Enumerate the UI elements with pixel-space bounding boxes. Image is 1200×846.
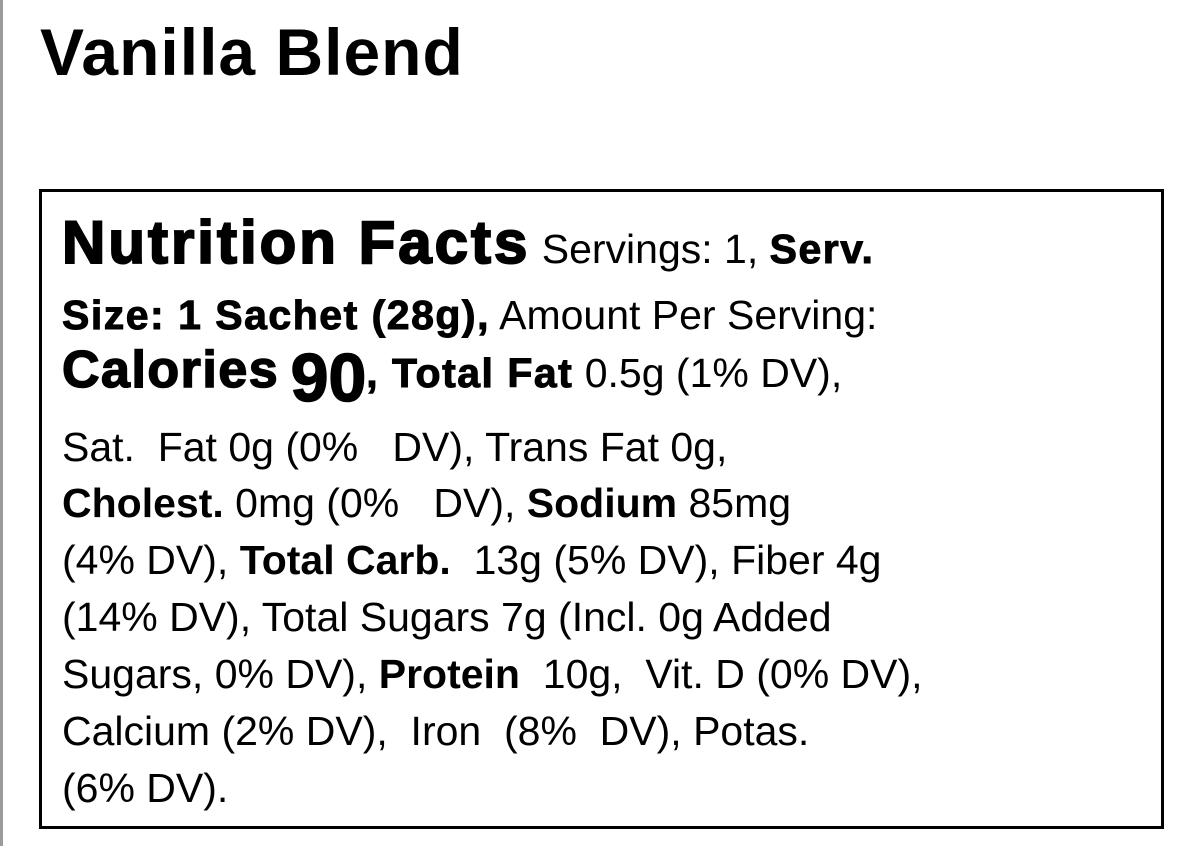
label-text: (6% DV). (62, 765, 229, 811)
label-line: (6% DV). (62, 760, 228, 817)
label-text: (14% DV), Total Sugars 7g (Incl. 0g Adde… (62, 594, 832, 640)
label-line: Cholest. 0mg (0% DV), Sodium 85mg (62, 475, 791, 532)
label-text: Calories (61, 341, 280, 400)
nutrition-label: Nutrition Facts Servings: 1, Serv. Size: … (39, 189, 1164, 829)
label-text: , Total Fat (366, 350, 574, 397)
label-text: Total Carb. (239, 537, 451, 583)
label-line: Sat. Fat 0g (0% DV), Trans Fat 0g, (62, 419, 727, 476)
label-text: 13g (5% DV), Fiber 4g (450, 537, 882, 583)
label-text: (4% DV), (62, 537, 240, 583)
label-text: 0.5g (1% DV), (573, 350, 843, 396)
label-text: 90 (290, 340, 367, 416)
label-text: Protein (378, 651, 520, 697)
label-text: Calcium (2% DV), Iron (8% DV), Potas. (62, 708, 810, 754)
label-text: Serv. (769, 226, 875, 273)
label-text: Cholest. (62, 480, 224, 526)
left-edge (0, 0, 3, 846)
label-line: (4% DV), Total Carb. 13g (5% DV), Fiber … (62, 532, 881, 589)
label-text (279, 350, 290, 396)
label-text: 0mg (0% DV), (223, 480, 527, 526)
label-text: Amount Per Serving: (489, 292, 878, 338)
label-line: Calories 90, Total Fat 0.5g (1% DV), (61, 341, 843, 413)
label-text: Nutrition Facts (61, 209, 531, 276)
label-line: Size: 1 Sachet (28g), Amount Per Serving… (62, 287, 878, 344)
label-text: Sugars, 0% DV), (62, 651, 379, 697)
label-line: Calcium (2% DV), Iron (8% DV), Potas. (62, 703, 809, 760)
label-text: Sodium (526, 480, 678, 526)
label-text: Sat. Fat 0g (0% DV), Trans Fat 0g, (62, 424, 728, 470)
label-text: 85mg (677, 480, 792, 526)
label-line: Nutrition Facts Servings: 1, Serv. (61, 212, 875, 278)
product-title: Vanilla Blend (40, 15, 464, 89)
label-text: 10g, Vit. D (0% DV), (519, 651, 923, 697)
label-line: (14% DV), Total Sugars 7g (Incl. 0g Adde… (62, 589, 832, 646)
label-text: Size: 1 Sachet (28g), (62, 292, 490, 339)
label-text: Servings: 1, (530, 226, 770, 272)
label-line: Sugars, 0% DV), Protein 10g, Vit. D (0% … (62, 646, 923, 703)
